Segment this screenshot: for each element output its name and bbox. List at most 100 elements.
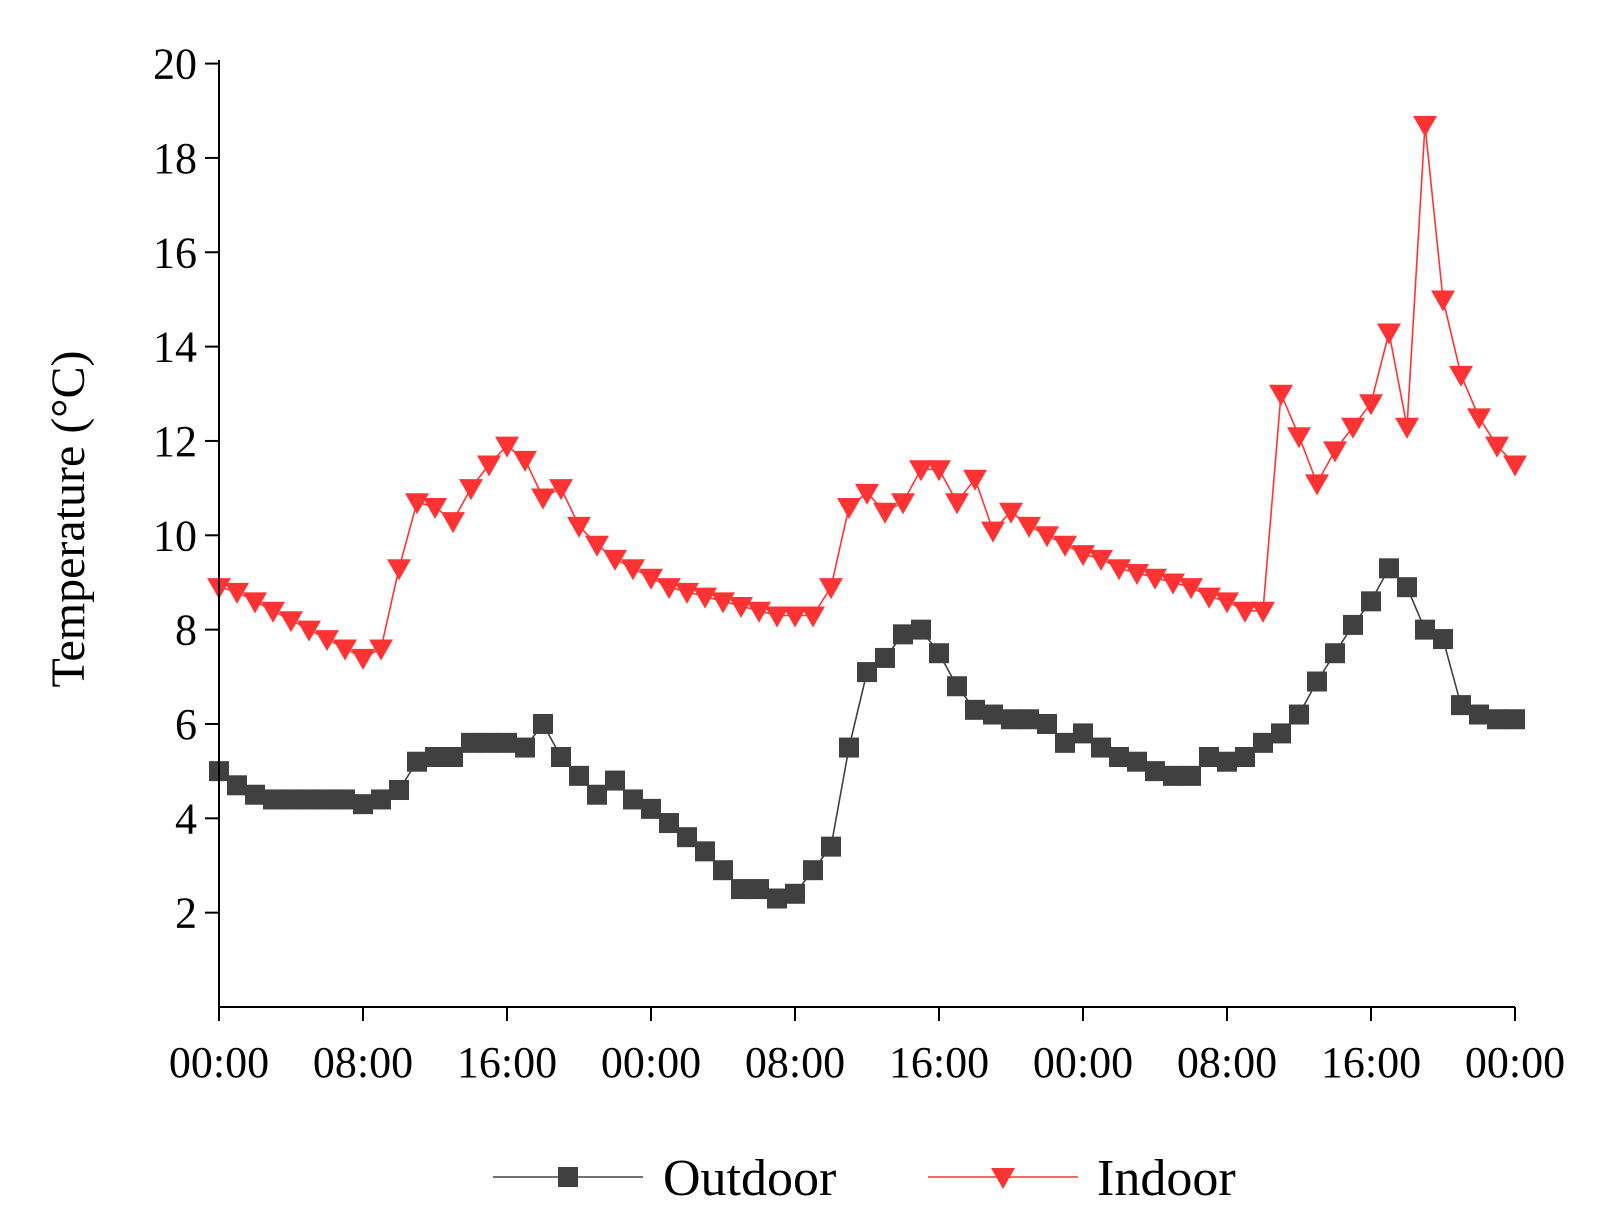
outdoor-point (1145, 761, 1165, 782)
outdoor-point (875, 647, 895, 668)
indoor-point (909, 460, 933, 482)
y-tick-label: 4 (175, 794, 197, 843)
outdoor-point (1343, 614, 1363, 635)
outdoor-point (839, 737, 859, 758)
outdoor-point (695, 841, 715, 862)
series-markers (207, 115, 1527, 909)
outdoor-point (425, 746, 445, 767)
outdoor-point (1109, 746, 1129, 767)
outdoor-point (911, 619, 931, 640)
indoor-point (405, 493, 429, 515)
indoor-point (1377, 323, 1401, 345)
outdoor-point (1271, 723, 1291, 744)
x-tick-label: 08:00 (745, 1038, 845, 1087)
indoor-point (1269, 384, 1293, 406)
indoor-point (261, 601, 285, 623)
legend-indoor-label: Indoor (1097, 1150, 1236, 1207)
outdoor-point (1235, 746, 1255, 767)
x-tick-label: 00:00 (1465, 1038, 1565, 1087)
indoor-point (1431, 290, 1455, 312)
indoor-point (657, 578, 681, 600)
indoor-point (603, 549, 627, 571)
outdoor-point (1091, 737, 1111, 758)
outdoor-point (281, 789, 301, 810)
indoor-point (441, 512, 465, 534)
indoor-point (963, 469, 987, 491)
y-tick-label: 14 (153, 323, 197, 372)
indoor-point (297, 620, 321, 642)
indoor-point (423, 497, 447, 519)
indoor-point (819, 578, 843, 600)
axes: 2 4 6 8 10 12 14 16 18 20 00:00 08:00 16:00 00:00 08:0… (153, 40, 1565, 1087)
outdoor-point (1379, 558, 1399, 579)
outdoor-point (929, 643, 949, 664)
indoor-point (477, 455, 501, 477)
outdoor-point (335, 789, 355, 810)
outdoor-point (983, 704, 1003, 725)
indoor-point (675, 582, 699, 604)
indoor-point (585, 535, 609, 557)
legend: Outdoor Indoor (493, 1150, 1236, 1207)
outdoor-point (389, 780, 409, 801)
indoor-point (279, 611, 303, 633)
indoor-point (639, 568, 663, 590)
indoor-point (693, 587, 717, 609)
outdoor-point (227, 775, 247, 796)
outdoor-point (1253, 732, 1273, 753)
outdoor-point (1019, 709, 1039, 730)
indoor-point (747, 601, 771, 623)
indoor-point (315, 630, 339, 652)
outdoor-point (587, 784, 607, 805)
indoor-point (783, 606, 807, 628)
indoor-point (1503, 455, 1527, 477)
outdoor-point (317, 789, 337, 810)
outdoor-point (1163, 765, 1183, 786)
outdoor-point (1487, 709, 1507, 730)
indoor-point (1215, 592, 1239, 614)
indoor-point (549, 479, 573, 501)
outdoor-point (731, 879, 751, 900)
outdoor-point (353, 794, 373, 815)
outdoor-point (641, 798, 661, 819)
indoor-point (999, 502, 1023, 524)
indoor-point (837, 497, 861, 519)
indoor-point (801, 606, 825, 628)
outdoor-point (1433, 629, 1453, 650)
indoor-point (765, 606, 789, 628)
outdoor-point (551, 746, 571, 767)
outdoor-point (1217, 751, 1237, 772)
indoor-point (1341, 417, 1365, 439)
outdoor-point (803, 860, 823, 881)
legend-outdoor-marker (558, 1167, 578, 1187)
y-tick-label: 8 (175, 606, 197, 655)
outdoor-point (245, 784, 265, 805)
indoor-point (1359, 394, 1383, 416)
indoor-point (621, 559, 645, 581)
outdoor-point (1127, 751, 1147, 772)
indoor-point (1305, 474, 1329, 496)
indoor-point (945, 493, 969, 515)
indoor-point (333, 639, 357, 661)
indoor-point (1197, 587, 1221, 609)
outdoor-point (461, 732, 481, 753)
y-tick-label: 2 (175, 889, 197, 938)
indoor-line (218, 124, 1516, 659)
x-tick-label: 08:00 (313, 1038, 413, 1087)
outdoor-point (767, 888, 787, 909)
outdoor-line (218, 567, 1515, 900)
outdoor-point (605, 770, 625, 791)
outdoor-point (1469, 704, 1489, 725)
x-tick-label: 16:00 (457, 1038, 557, 1087)
indoor-point (1107, 559, 1131, 581)
x-tick-label: 00:00 (601, 1038, 701, 1087)
outdoor-point (659, 813, 679, 834)
indoor-point (1179, 578, 1203, 600)
outdoor-point (569, 765, 589, 786)
indoor-point (225, 582, 249, 604)
y-tick-label: 16 (153, 228, 197, 277)
outdoor-point (407, 751, 427, 772)
indoor-point (891, 493, 915, 515)
x-tick-label: 00:00 (1033, 1038, 1133, 1087)
indoor-point (531, 488, 555, 510)
